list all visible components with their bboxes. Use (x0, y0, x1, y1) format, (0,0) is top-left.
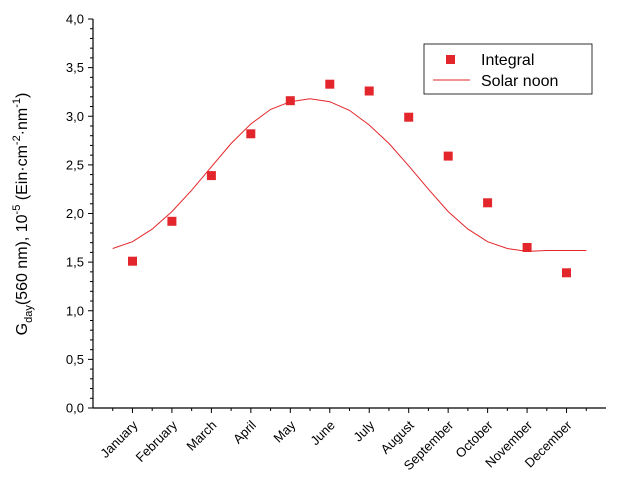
x-tick-label: June (307, 418, 338, 449)
y-tick-label: 0,5 (66, 352, 84, 367)
y-tick-label: 3,0 (66, 109, 84, 124)
integral-point (128, 256, 137, 266)
y-title-unit-open: (Ein·cm (14, 145, 31, 205)
integral-point (443, 151, 453, 161)
y-title-sub: day (23, 305, 35, 323)
y-title-sup2: -2 (11, 135, 23, 145)
x-tick-label: May (270, 417, 298, 445)
integral-point (562, 268, 571, 278)
solar-noon-line (112, 98, 587, 252)
integral-point (167, 216, 177, 226)
y-tick-label: 4,0 (66, 12, 84, 27)
integral-point (285, 96, 295, 106)
integral-point (206, 171, 216, 181)
y-tick-label: 1,0 (66, 303, 84, 318)
y-tick-label: 2,0 (66, 206, 84, 221)
y-title-close: ) (14, 93, 31, 98)
y-title-mid: (560 nm), 10 (14, 214, 31, 305)
y-title-sup5: -5 (11, 205, 23, 215)
integral-point (325, 79, 335, 89)
legend-solar-noon-label: Solar noon (481, 73, 558, 90)
y-axis-ticks: 0,0 0,5 1,0 1,5 2,0 2,5 3,0 3,5 4,0 (66, 12, 93, 416)
integral-point (404, 112, 414, 122)
integral-points-layer (128, 79, 571, 278)
y-tick-label: 0,0 (66, 401, 84, 416)
x-tick-label: February (133, 417, 181, 465)
x-tick-label: April (230, 417, 259, 446)
integral-point (522, 243, 532, 252)
integral-point (483, 198, 493, 208)
integral-point (246, 129, 256, 139)
y-title-g: G (14, 323, 31, 335)
y-title-unit-mid: ·nm (14, 108, 31, 136)
legend-integral-marker (446, 55, 455, 64)
y-tick-label: 2,5 (66, 157, 84, 172)
legend-box (423, 43, 593, 95)
y-tick-label: 3,5 (66, 60, 84, 75)
integral-point (364, 86, 374, 96)
legend: Integral Solar noon (423, 43, 593, 95)
legend-integral-label: Integral (481, 52, 534, 69)
y-axis-title: Gday(560 nm), 10-5 (Ein·cm-2·nm-1) (11, 93, 35, 336)
x-tick-label: July (350, 417, 377, 444)
y-title-sup1: -1 (11, 98, 23, 108)
y-tick-label: 1,5 (66, 255, 84, 270)
x-tick-label: March (183, 418, 219, 454)
solar-noon-line-layer (112, 98, 587, 252)
